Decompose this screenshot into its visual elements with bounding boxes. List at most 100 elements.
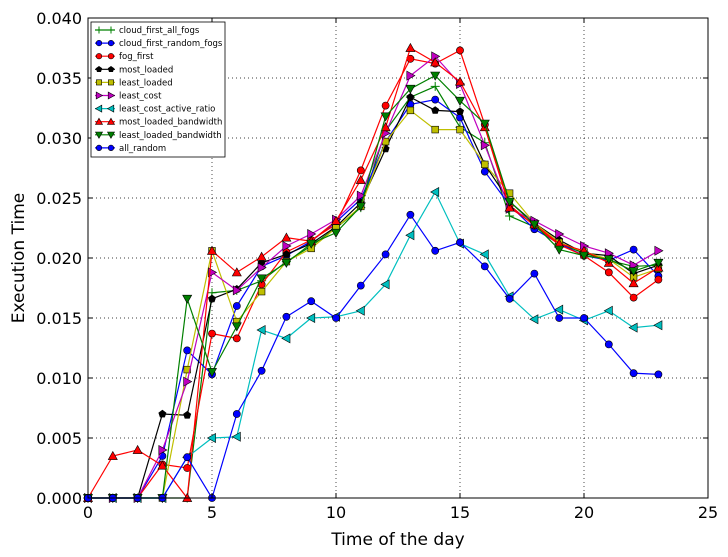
legend-label: least_cost [119, 92, 162, 102]
data-point [555, 314, 564, 322]
data-point [578, 251, 590, 261]
data-point [480, 140, 490, 151]
data-point [232, 334, 241, 343]
data-point [281, 232, 292, 242]
data-point [157, 460, 168, 470]
data-point [430, 71, 441, 81]
x-tick-label: 0 [83, 503, 93, 522]
data-point [282, 240, 292, 252]
data-point [282, 312, 291, 321]
data-point [629, 245, 638, 254]
data-point [256, 251, 267, 261]
legend-item-cloud_first_all_fogs: cloud_first_all_fogs [95, 26, 200, 36]
series-line [88, 213, 659, 500]
data-point [504, 202, 515, 212]
legend-marker [94, 131, 104, 139]
data-point [306, 312, 316, 324]
data-point [530, 269, 539, 278]
data-point [431, 106, 440, 114]
data-point [480, 262, 489, 271]
legend-item-least_cost_active_ratio: least_cost_active_ratio [94, 104, 215, 115]
data-point [505, 294, 514, 303]
data-point [431, 125, 439, 134]
data-point [232, 410, 241, 418]
data-point [282, 250, 291, 258]
legend-marker [108, 79, 114, 86]
data-point [232, 285, 242, 296]
data-point [381, 101, 390, 110]
x-tick-label: 20 [574, 503, 594, 522]
data-point [182, 294, 193, 304]
data-point [454, 96, 466, 106]
data-point [430, 57, 441, 67]
legend-marker [107, 26, 115, 34]
data-point [281, 258, 292, 268]
data-point [355, 202, 366, 212]
data-point [554, 304, 564, 315]
data-point [256, 324, 266, 336]
x-tick-label: 10 [326, 503, 346, 522]
data-point [479, 119, 490, 129]
y-axis-label: Execution Time [9, 193, 29, 323]
legend-item-most_loaded: most_loaded [95, 65, 173, 75]
legend-marker [107, 39, 115, 47]
data-point [555, 228, 565, 240]
legend-label: fog_first [119, 52, 154, 62]
data-point [456, 125, 464, 134]
y-tick-label: 0.015 [36, 309, 82, 328]
data-point [158, 409, 167, 418]
data-point [454, 76, 466, 86]
data-point [231, 267, 242, 277]
legend-marker [106, 117, 116, 125]
data-point [504, 197, 515, 207]
legend-marker [94, 104, 103, 113]
data-point [431, 246, 440, 255]
data-point [629, 369, 638, 378]
data-point [603, 305, 613, 316]
data-point [603, 255, 614, 265]
legend-marker [95, 53, 103, 60]
data-point [405, 42, 416, 52]
data-point [281, 333, 291, 344]
data-point [529, 220, 540, 230]
legend-label: most_loaded_bandwidth [119, 118, 222, 128]
data-point [406, 93, 415, 101]
data-point [653, 258, 664, 268]
data-point [604, 268, 613, 277]
legend-marker [95, 91, 104, 100]
data-point [206, 432, 216, 444]
legend-marker [94, 117, 104, 125]
data-point [231, 322, 242, 332]
data-point [653, 320, 663, 331]
data-point [629, 293, 638, 302]
data-point [231, 431, 241, 442]
legend-marker [95, 26, 103, 34]
data-point [405, 230, 415, 241]
data-point [356, 281, 365, 290]
data-point [356, 166, 365, 175]
data-point [206, 245, 218, 255]
y-tick-label: 0.020 [36, 249, 82, 268]
series-line [88, 96, 659, 499]
series-line [88, 55, 659, 499]
data-point [529, 314, 539, 325]
data-point [307, 228, 317, 240]
series-line [87, 47, 659, 500]
legend-marker [95, 144, 103, 151]
y-tick-label: 0.000 [36, 489, 82, 508]
legend-marker [106, 131, 116, 139]
legend-item-cloud_first_random_fogs: cloud_first_random_fogs [95, 39, 223, 49]
legend-item-least_loaded: least_loaded [95, 78, 173, 88]
series-line [88, 109, 659, 499]
data-point [654, 275, 663, 284]
data-point [183, 365, 191, 374]
x-axis-label: Time of the day [330, 530, 464, 550]
data-point [330, 215, 342, 225]
legend-item-fog_first: fog_first [95, 52, 154, 62]
data-point [256, 274, 267, 284]
data-point [456, 107, 464, 115]
data-point [107, 450, 118, 460]
legend-label: least_cost_active_ratio [119, 105, 215, 115]
legend-item-most_loaded_bandwidth: most_loaded_bandwidth [94, 117, 222, 128]
legend-item-least_loaded_bandwidth: least_loaded_bandwidth [94, 131, 222, 141]
